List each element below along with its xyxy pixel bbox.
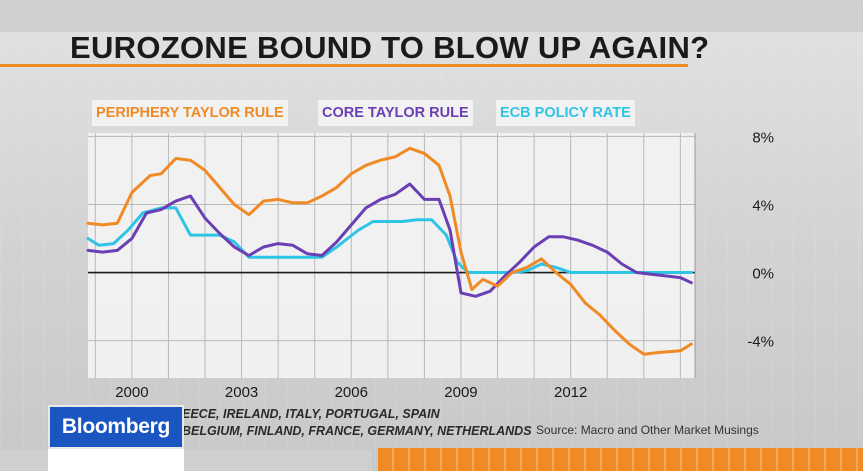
series-line-ecb-policy-rate [86, 206, 693, 274]
plot-area [88, 133, 695, 378]
country-notes: EECE, IRELAND, ITALY, PORTUGAL, SPAIN BE… [182, 406, 532, 440]
x-tick-label: 2000 [115, 384, 148, 401]
note-core: BELGIUM, FINLAND, FRANCE, GERMANY, NETHE… [182, 424, 532, 438]
legend-ecb: ECB POLICY RATE [496, 100, 635, 126]
title-underline [0, 64, 688, 67]
logo-base [48, 449, 184, 471]
chart-title: EUROZONE BOUND TO BLOW UP AGAIN? [70, 30, 710, 65]
x-tick-label: 2009 [444, 384, 477, 401]
x-tick-label: 2003 [225, 384, 258, 401]
x-tick-label: 2012 [554, 384, 587, 401]
y-tick-label: -4% [747, 334, 774, 351]
note-periphery: EECE, IRELAND, ITALY, PORTUGAL, SPAIN [182, 407, 440, 421]
series-line-periphery-taylor-rule [86, 146, 693, 356]
legend-core: CORE TAYLOR RULE [318, 100, 473, 126]
series-line-core-taylor-rule [86, 182, 693, 298]
bottom-accent-band [378, 448, 863, 471]
legend-periphery: PERIPHERY TAYLOR RULE [92, 100, 288, 126]
source-note: Source: Macro and Other Market Musings [536, 423, 759, 437]
top-band [0, 0, 863, 32]
x-tick-label: 2006 [335, 384, 368, 401]
y-tick-label: 0% [752, 266, 774, 283]
y-tick-label: 8% [752, 129, 774, 146]
bloomberg-logo: Bloomberg [48, 405, 184, 449]
y-tick-label: 4% [752, 197, 774, 214]
